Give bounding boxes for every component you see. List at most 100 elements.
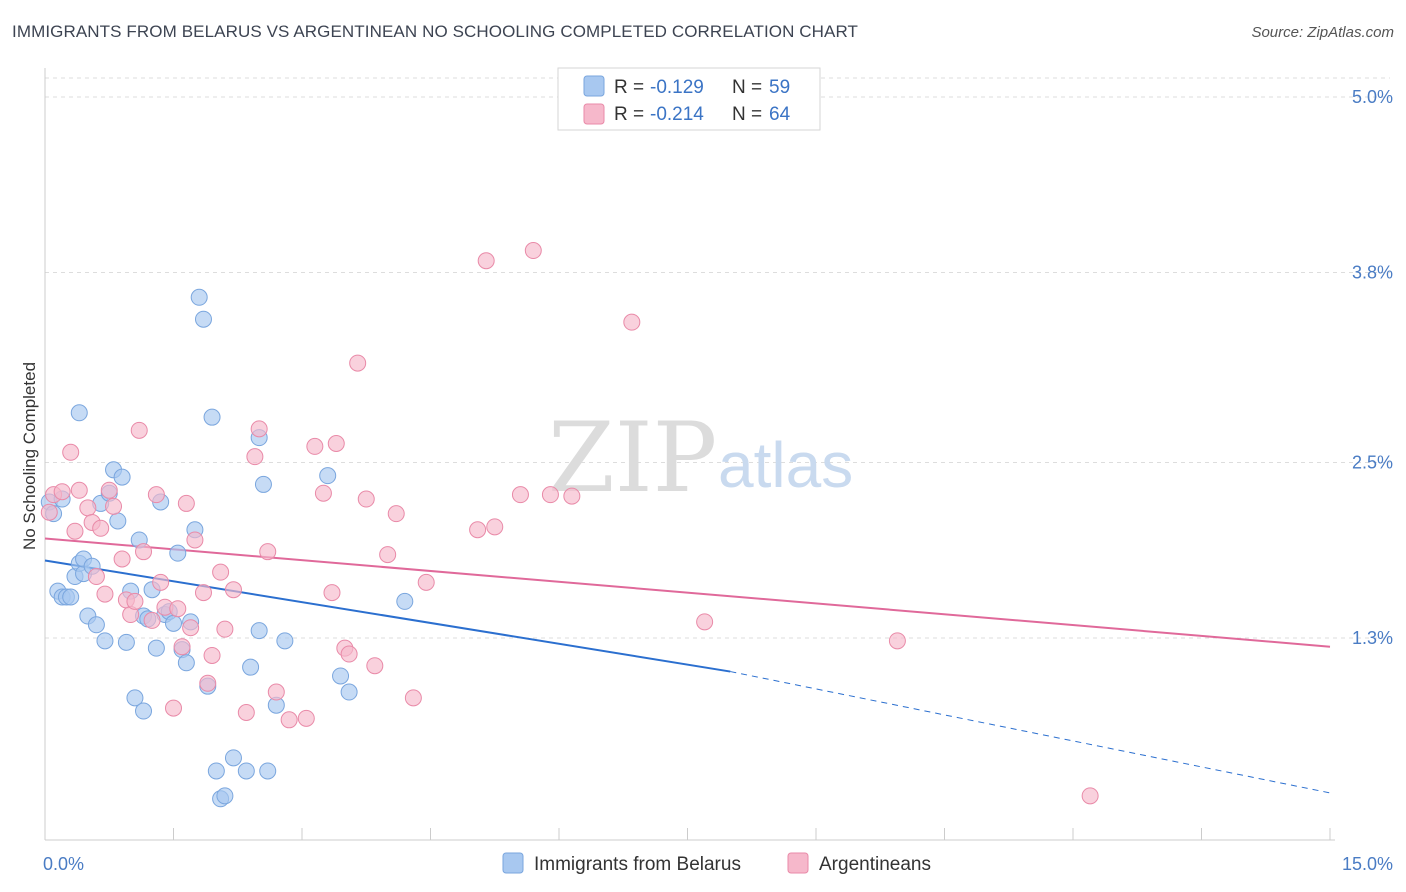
legend-swatch-blue xyxy=(583,75,605,97)
argentinean-point xyxy=(404,689,422,707)
argentinean-point xyxy=(66,522,84,540)
belarus-point xyxy=(203,408,221,426)
belarus-point xyxy=(242,658,260,676)
x-tick-label: 15.0% xyxy=(1342,854,1393,874)
belarus-point xyxy=(165,614,182,632)
argentinean-point xyxy=(563,487,581,505)
bottom-legend-swatch-blue xyxy=(502,852,524,874)
argentinean-point xyxy=(1081,787,1099,805)
argentinean-point xyxy=(70,481,88,499)
belarus-point xyxy=(194,310,212,328)
argentinean-point xyxy=(524,242,542,260)
argentinean-point xyxy=(888,632,906,650)
belarus-point xyxy=(96,632,114,650)
belarus-point xyxy=(237,762,255,780)
argentinean-point xyxy=(100,481,118,499)
axes: 1.3% 2.5% 3.8% 5.0% 0.0% 15.0% xyxy=(43,68,1393,874)
x-tick-label: 0.0% xyxy=(43,854,84,874)
argentinean-point xyxy=(169,600,187,618)
belarus-point xyxy=(319,467,337,485)
y-axis-title: No Schooling Completed xyxy=(20,362,39,550)
argentinean-point xyxy=(79,499,97,517)
bottom-legend-label-blue: Immigrants from Belarus xyxy=(534,854,741,875)
source-label: Source: ZipAtlas.com xyxy=(1251,24,1394,41)
y-tick-label: 1.3% xyxy=(1352,628,1393,648)
argentinean-point xyxy=(366,657,384,675)
argentinean-point xyxy=(297,709,315,727)
belarus-point xyxy=(216,787,234,805)
legend-r-label: R = xyxy=(614,77,644,98)
argentinean-point xyxy=(216,620,234,638)
argentinean-point xyxy=(113,550,131,568)
argentinean-point xyxy=(280,711,298,729)
belarus-point xyxy=(250,622,268,640)
argentinean-point xyxy=(182,619,200,637)
argentinean-point xyxy=(340,645,358,663)
argentinean-point xyxy=(92,519,110,537)
belarus-point xyxy=(147,639,165,657)
belarus-point xyxy=(332,667,350,685)
argentinean-point xyxy=(387,505,405,523)
y-tick-label: 2.5% xyxy=(1352,453,1393,473)
argentinean-point xyxy=(177,494,195,512)
belarus-point xyxy=(70,404,88,422)
argentinean-point xyxy=(165,699,182,717)
argentinean-point xyxy=(259,543,277,561)
belarus-point xyxy=(87,616,105,634)
bottom-legend: Immigrants from Belarus Argentineans xyxy=(502,852,931,875)
argentinean-point xyxy=(357,490,375,508)
argentinean-point xyxy=(623,313,641,331)
argentinean-point xyxy=(126,592,144,610)
argentinean-point xyxy=(349,354,367,372)
legend-n-label: N = xyxy=(732,104,762,125)
argentinean-point xyxy=(186,531,204,549)
top-legend: R = -0.129 N = 59 R = -0.214 N = 64 xyxy=(557,67,821,131)
argentinean-trend-line xyxy=(44,537,1331,648)
belarus-point xyxy=(135,702,153,720)
belarus-point xyxy=(224,749,242,767)
y-tick-label: 3.8% xyxy=(1352,262,1393,282)
argentinean-point xyxy=(323,584,341,602)
argentinean-point xyxy=(147,486,165,504)
bottom-legend-label-pink: Argentineans xyxy=(819,854,931,875)
argentinean-point xyxy=(417,573,435,591)
argentinean-point xyxy=(87,568,105,586)
argentinean-point xyxy=(152,573,170,591)
argentinean-point xyxy=(130,421,148,439)
belarus-point xyxy=(396,592,414,610)
belarus-point xyxy=(62,588,80,606)
belarus-point xyxy=(207,762,225,780)
argentinean-point xyxy=(224,581,242,599)
argentinean-point xyxy=(173,638,191,656)
argentinean-point xyxy=(194,584,212,602)
belarus-point xyxy=(117,633,135,651)
argentinean-point xyxy=(135,543,153,561)
argentinean-point xyxy=(250,420,268,438)
legend-r-value-pink: -0.214 xyxy=(650,104,704,125)
argentinean-point xyxy=(486,518,504,536)
bottom-legend-swatch-pink xyxy=(787,852,809,874)
belarus-point xyxy=(126,689,144,707)
watermark: ZIP atlas xyxy=(548,402,853,514)
argentinean-point xyxy=(327,434,345,452)
argentinean-point xyxy=(237,704,255,722)
grid-lines xyxy=(45,77,1390,639)
argentinean-point xyxy=(477,252,495,270)
argentinean-point xyxy=(246,448,264,466)
argentinean-point xyxy=(696,613,714,631)
legend-r-label: R = xyxy=(614,104,644,125)
legend-n-value-blue: 59 xyxy=(769,77,790,98)
argentinean-point xyxy=(143,611,161,629)
belarus-point xyxy=(109,512,127,530)
argentinean-point xyxy=(40,503,58,521)
argentinean-point xyxy=(96,585,114,603)
watermark-atlas: atlas xyxy=(718,429,853,501)
argentinean-point xyxy=(212,563,230,581)
argentinean-point xyxy=(306,437,324,455)
argentinean-point xyxy=(511,486,529,504)
argentinean-point xyxy=(203,646,221,664)
belarus-point xyxy=(177,654,195,672)
chart-title: IMMIGRANTS FROM BELARUS VS ARGENTINEAN N… xyxy=(12,22,859,41)
legend-swatch-pink xyxy=(583,103,605,125)
